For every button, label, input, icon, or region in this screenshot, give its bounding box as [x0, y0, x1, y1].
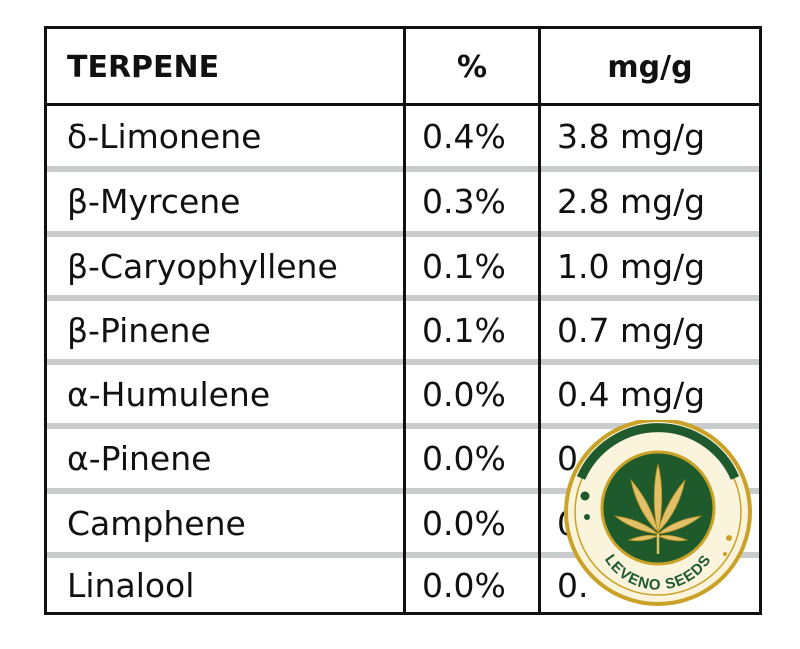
terpene-percent: 0.3% [422, 182, 506, 221]
cannabis-leaf-icon [613, 463, 703, 554]
terpene-mg: 0.7 mg/g [557, 310, 706, 350]
column-divider [403, 29, 406, 612]
header-percent: % [456, 50, 488, 85]
header-terpene: TERPENE [67, 50, 220, 85]
table-header: TERPENE % mg/g [47, 29, 759, 106]
table-row: β-Caryophyllene 0.1% 1.0 mg/g [47, 237, 759, 295]
header-mg: mg/g [607, 50, 693, 85]
terpene-name: α-Pinene [67, 439, 212, 478]
terpene-percent: 0.1% [422, 310, 506, 350]
terpene-name: Camphene [67, 503, 246, 543]
terpene-mg: 1.0 mg/g [557, 246, 706, 286]
terpene-percent: 0.0% [422, 503, 506, 543]
terpene-name: α-Humulene [67, 374, 271, 414]
leveno-seeds-logo: LEVENO SEEDS [564, 420, 752, 606]
terpene-percent: 0.0% [422, 439, 506, 478]
column-divider [538, 29, 541, 612]
table-row: Linalool 0.0% 0. [47, 558, 759, 612]
table-row: α-Humulene 0.0% 0.4 mg/g [47, 365, 759, 423]
terpene-percent: 0.1% [422, 246, 506, 286]
table-row: α-Pinene 0.0% 0 [47, 429, 759, 488]
table-row: β-Myrcene 0.3% 2.8 mg/g [47, 172, 759, 231]
table-row: δ-Limonene 0.4% 3.8 mg/g [47, 106, 759, 166]
table-row: β-Pinene 0.1% 0.7 mg/g [47, 301, 759, 359]
terpene-name: β-Pinene [67, 310, 211, 350]
terpene-mg: 3.8 mg/g [557, 116, 706, 156]
terpene-percent: 0.0% [422, 374, 506, 414]
terpene-percent: 0.0% [422, 565, 506, 605]
terpene-mg: 0 [557, 439, 578, 478]
terpene-mg: 0.4 mg/g [557, 374, 706, 414]
terpene-name: δ-Limonene [67, 116, 262, 156]
terpene-table: TERPENE % mg/g δ-Limonene 0.4% 3.8 mg/g … [44, 26, 762, 615]
terpene-mg: 2.8 mg/g [557, 182, 706, 221]
terpene-name: β-Caryophyllene [67, 246, 338, 286]
terpene-name: β-Myrcene [67, 182, 241, 221]
terpene-percent: 0.4% [422, 116, 506, 156]
terpene-name: Linalool [67, 565, 195, 605]
terpene-mg: 0. [557, 565, 589, 605]
